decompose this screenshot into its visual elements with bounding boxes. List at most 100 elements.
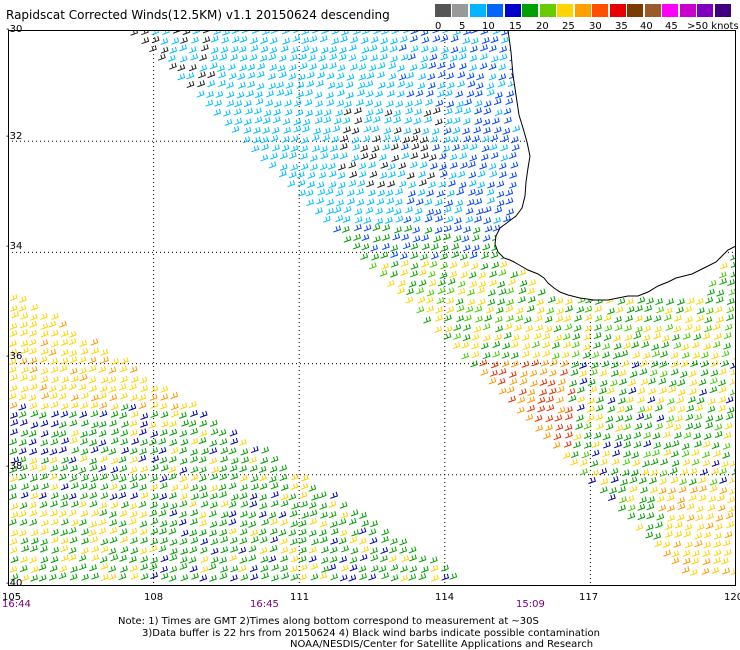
- wind-barb: [168, 527, 177, 535]
- wind-barb: [443, 332, 452, 340]
- wind-barb: [326, 91, 334, 99]
- wind-barb: [227, 63, 236, 71]
- wind-barb: [239, 528, 248, 536]
- wind-barb: [674, 414, 683, 423]
- wind-barb: [418, 279, 427, 287]
- wind-barb: [189, 529, 198, 537]
- wind-barb: [440, 34, 449, 42]
- wind-barb: [139, 520, 148, 528]
- wind-barb: [178, 518, 187, 526]
- wind-barb: [277, 64, 286, 72]
- wind-barb: [375, 107, 384, 115]
- wind-barb: [361, 545, 369, 553]
- wind-barb: [435, 314, 443, 322]
- wind-barb: [487, 298, 496, 306]
- wind-barb: [406, 287, 414, 296]
- wind-barb: [535, 324, 544, 332]
- wind-barb: [418, 179, 427, 187]
- wind-barb: [321, 565, 329, 573]
- wind-barb: [270, 134, 279, 142]
- wind-barb: [98, 365, 107, 373]
- wind-barb: [88, 376, 97, 384]
- wind-barb: [51, 528, 59, 536]
- wind-barb: [118, 520, 127, 528]
- wind-barb: [619, 496, 627, 504]
- wind-barb: [157, 53, 166, 61]
- wind-barb: [595, 404, 604, 412]
- wind-barb: [18, 510, 27, 518]
- wind-barb: [79, 410, 88, 419]
- wind-barb: [459, 253, 468, 261]
- wind-barb: [567, 388, 576, 396]
- wind-barb: [442, 233, 451, 241]
- wind-barb: [419, 161, 428, 169]
- wind-barb: [530, 379, 538, 387]
- wind-barb: [487, 196, 495, 204]
- wind-barb: [681, 343, 690, 351]
- wind-barb: [230, 574, 238, 582]
- wind-barb: [363, 224, 372, 232]
- wind-barb: [128, 383, 137, 391]
- wind-barb: [690, 486, 698, 494]
- wind-barb: [417, 170, 426, 178]
- wind-barb: [90, 446, 99, 454]
- wind-barb: [402, 136, 411, 144]
- wind-barb: [289, 54, 298, 62]
- scale-label-45: 45: [665, 21, 678, 32]
- wind-barb: [441, 46, 449, 54]
- wind-barb: [238, 546, 247, 554]
- wind-barb: [710, 369, 719, 377]
- wind-barb: [602, 343, 610, 351]
- wind-barb: [21, 483, 29, 491]
- wind-barb: [577, 395, 585, 403]
- wind-barb: [594, 314, 603, 322]
- wind-barb: [223, 109, 231, 117]
- wind-barb: [707, 405, 716, 413]
- wind-barb: [495, 325, 504, 333]
- wind-barb: [70, 464, 78, 472]
- wind-barb: [583, 431, 592, 439]
- wind-barb: [594, 323, 602, 331]
- wind-barb: [594, 305, 602, 313]
- wind-barb: [665, 323, 674, 331]
- scale-swatch-1: [452, 4, 468, 17]
- wind-barb: [10, 502, 19, 510]
- wind-barb: [676, 298, 685, 306]
- wind-barb: [293, 118, 302, 126]
- wind-barb: [663, 314, 672, 322]
- wind-barb: [181, 483, 189, 491]
- lat-label: -34: [6, 241, 23, 252]
- wind-barb: [490, 151, 499, 160]
- wind-barb: [408, 573, 417, 581]
- wind-barb: [80, 474, 89, 482]
- wind-barb: [696, 523, 705, 531]
- wind-barb: [637, 387, 646, 395]
- wind-barb: [248, 545, 257, 553]
- wind-barb: [444, 325, 453, 333]
- wind-barb: [514, 324, 522, 332]
- wind-barb: [312, 145, 320, 153]
- wind-barb: [596, 396, 604, 404]
- wind-barb: [249, 464, 258, 472]
- wind-barb: [320, 511, 328, 519]
- wind-barb: [40, 519, 49, 527]
- wind-barb: [254, 91, 263, 99]
- wind-barb: [440, 262, 448, 270]
- wind-barb: [377, 81, 386, 89]
- wind-barb: [610, 476, 619, 484]
- wind-barb: [584, 305, 593, 313]
- wind-barb: [443, 127, 452, 135]
- wind-barb: [725, 512, 734, 520]
- wind-barb: [129, 419, 138, 427]
- wind-barb: [694, 440, 702, 448]
- wind-barb: [170, 392, 179, 400]
- wind-barb: [470, 37, 479, 45]
- wind-barb: [168, 492, 177, 500]
- wind-barb: [150, 493, 159, 501]
- wind-barb: [595, 422, 604, 430]
- wind-barb: [442, 145, 450, 153]
- wind-barb: [8, 366, 17, 374]
- wind-barb: [18, 295, 27, 303]
- wind-barb: [138, 402, 147, 410]
- wind-barb: [410, 252, 419, 260]
